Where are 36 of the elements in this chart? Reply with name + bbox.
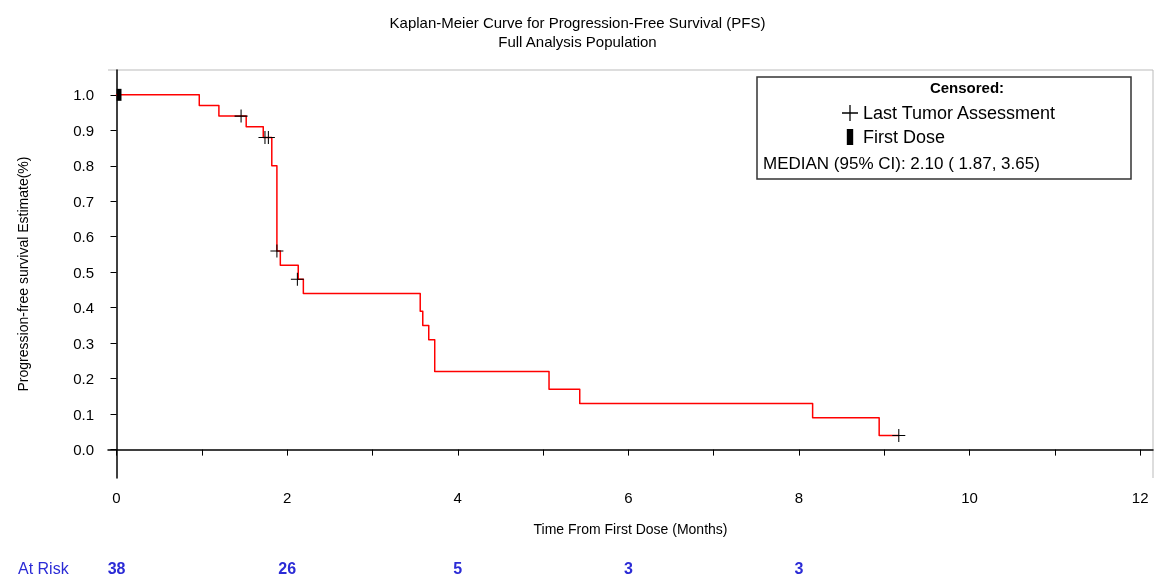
annotation: MEDIAN (95% CI): 2.10 ( 1.87, 3.65) [763, 154, 1040, 173]
legend-title: Censored: [929, 79, 1005, 96]
x-tick-label: 12 [1131, 489, 1149, 506]
x-tick-label: 2 [282, 489, 292, 506]
point [270, 244, 284, 258]
y-tick-label: 0.6 [73, 228, 94, 246]
y-tick-label: 0.3 [73, 334, 94, 352]
y-tick-label: 1.0 [73, 86, 94, 104]
y-tick-label: 0.2 [73, 370, 94, 388]
y-axis-title: Progression-free survival Estimate(%) [15, 156, 31, 392]
legend-label: Last Tumor Assessment [863, 103, 1056, 123]
x-tick-label: 4 [453, 489, 462, 506]
point [892, 428, 906, 442]
text: 5 [453, 559, 463, 577]
point [290, 272, 304, 286]
x-tick-label: 0 [112, 489, 121, 506]
y-tick-label: 0.7 [73, 192, 94, 210]
y-tick-label: 0.0 [73, 441, 94, 459]
legend-label: First Dose [863, 127, 946, 147]
y-tick-label: 0.5 [73, 263, 94, 281]
y-tick-label: 0.8 [73, 157, 94, 175]
text: 38 [107, 559, 126, 577]
text: 26 [278, 559, 297, 577]
chart-title: Kaplan-Meier Curve for Progression-Free Survival (PFS) [389, 14, 766, 31]
text: 3 [794, 559, 804, 577]
chart-subtitle: Full Analysis Population [498, 33, 657, 50]
y-tick-label: 0.9 [73, 121, 94, 139]
y-tick-label: 0.4 [73, 299, 94, 317]
text: At Risk [18, 559, 70, 577]
x-tick-label: 6 [624, 489, 633, 506]
x-axis-title: Time From First Dose (Months) [533, 521, 728, 537]
point [234, 109, 248, 123]
y-tick-label: 0.1 [73, 405, 94, 423]
x-tick-label: 8 [794, 489, 804, 506]
text: 3 [623, 559, 633, 577]
x-tick-label: 10 [961, 489, 978, 506]
